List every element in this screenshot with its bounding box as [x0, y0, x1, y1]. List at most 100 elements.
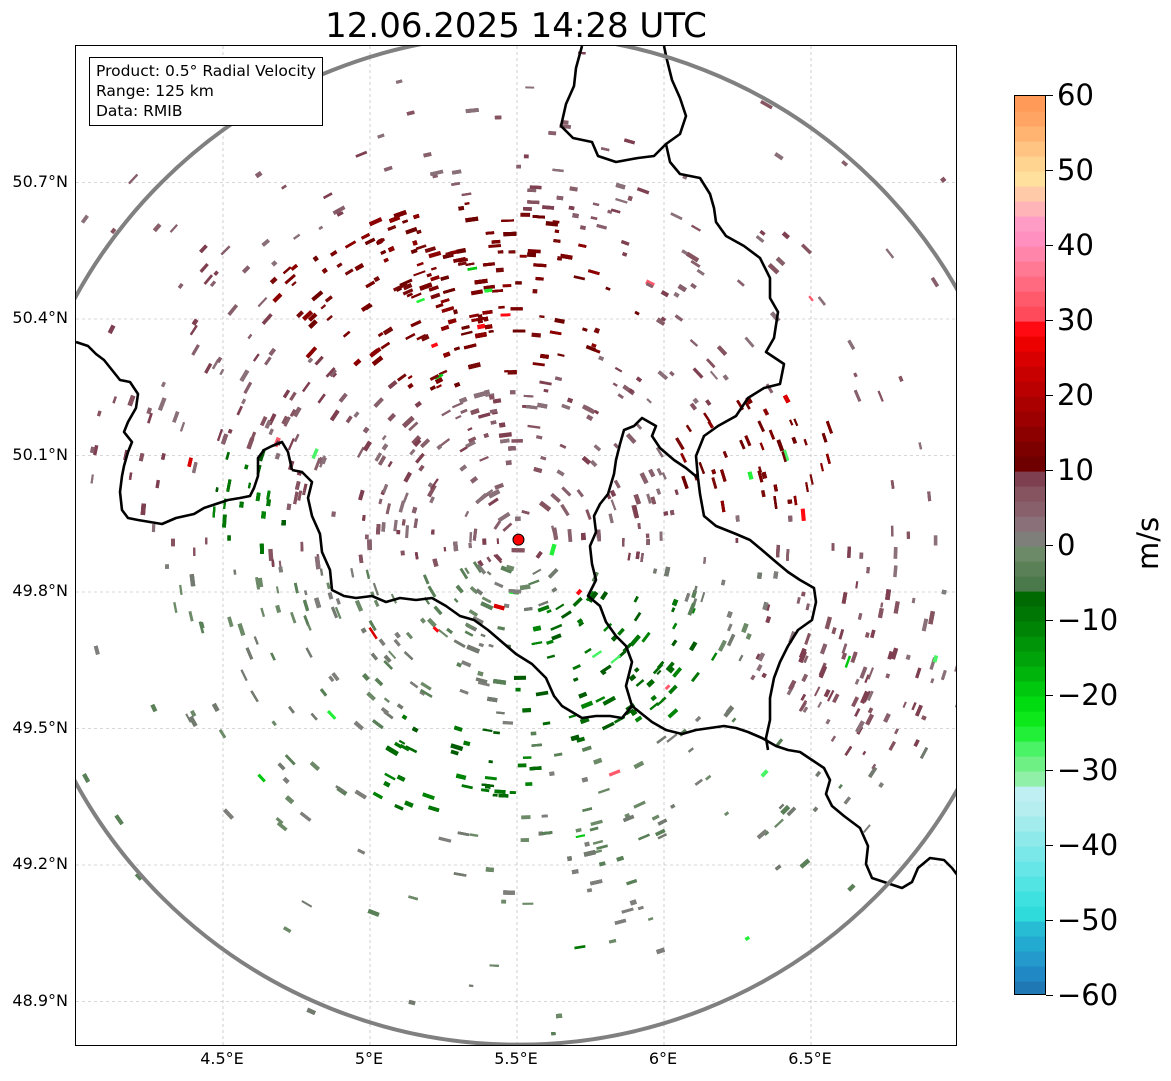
- velocity-pixel: [236, 405, 243, 416]
- velocity-pixel: [894, 728, 899, 735]
- velocity-pixel: [372, 791, 383, 800]
- radar-site-marker[interactable]: [512, 533, 525, 546]
- velocity-pixel: [261, 511, 267, 519]
- velocity-pixel: [409, 681, 419, 689]
- velocity-pixel: [486, 570, 492, 576]
- velocity-pixel: [325, 367, 336, 378]
- velocity-pixel: [666, 733, 678, 743]
- velocity-pixel: [583, 849, 596, 857]
- velocity-pixel: [81, 214, 89, 224]
- velocity-pixel: [787, 499, 793, 504]
- velocity-pixel: [277, 762, 286, 771]
- velocity-pixel: [401, 714, 408, 720]
- velocity-pixel: [245, 647, 254, 660]
- velocity-pixel: [381, 434, 387, 441]
- velocity-pixel: [650, 694, 657, 702]
- velocity-pixel: [744, 435, 752, 447]
- velocity-pixel: [430, 292, 441, 300]
- velocity-pixel: [546, 639, 554, 645]
- velocity-pixel: [841, 643, 848, 654]
- velocity-pixel: [488, 243, 502, 249]
- velocity-pixel: [548, 130, 557, 136]
- velocity-pixel: [457, 831, 470, 837]
- velocity-pixel: [724, 811, 730, 817]
- colorbar-band: [1015, 201, 1045, 217]
- velocity-pixel: [573, 275, 586, 281]
- velocity-pixel: [383, 780, 391, 788]
- velocity-pixel: [773, 571, 779, 579]
- velocity-pixel: [674, 314, 684, 322]
- radar-map-canvas: [76, 46, 956, 1045]
- velocity-pixel: [857, 612, 863, 620]
- velocity-pixel: [739, 439, 746, 450]
- velocity-pixel: [427, 482, 433, 488]
- velocity-pixel: [271, 559, 275, 567]
- velocity-pixel: [689, 641, 698, 652]
- velocity-pixel: [591, 343, 597, 348]
- velocity-pixel: [788, 679, 797, 691]
- velocity-pixel: [527, 424, 541, 429]
- velocity-pixel: [756, 663, 763, 672]
- velocity-pixel: [469, 476, 479, 484]
- colorbar-tick-mark: [1046, 394, 1053, 396]
- velocity-pixel: [259, 543, 264, 554]
- velocity-pixel: [930, 276, 940, 288]
- velocity-pixel: [461, 784, 473, 790]
- velocity-pixel: [793, 418, 799, 427]
- velocity-pixel: [510, 307, 523, 311]
- velocity-pixel: [860, 690, 870, 705]
- velocity-pixel: [809, 474, 814, 485]
- velocity-pixel: [173, 601, 178, 614]
- velocity-pixel: [411, 506, 418, 514]
- velocity-pixel: [281, 184, 287, 190]
- velocity-pixel: [596, 529, 601, 542]
- velocity-pixel: [455, 414, 462, 420]
- velocity-pixel: [847, 883, 856, 892]
- velocity-pixel: [188, 610, 194, 622]
- colorbar-gradient: [1015, 96, 1045, 994]
- velocity-pixel: [260, 607, 265, 617]
- velocity-pixel: [152, 223, 162, 233]
- velocity-pixel: [520, 212, 531, 217]
- velocity-pixel: [817, 701, 823, 708]
- colorbar-band: [1015, 951, 1045, 967]
- velocity-pixel: [191, 344, 200, 356]
- velocity-pixel: [387, 246, 395, 253]
- colorbar-band: [1015, 261, 1045, 277]
- colorbar-band: [1015, 591, 1045, 607]
- velocity-pixel: [336, 211, 344, 217]
- colorbar-band: [1015, 306, 1045, 322]
- velocity-pixel: [413, 213, 420, 220]
- velocity-pixel: [496, 711, 505, 715]
- velocity-pixel: [307, 357, 314, 364]
- velocity-pixel: [244, 464, 249, 470]
- velocity-pixel: [335, 597, 341, 605]
- velocity-pixel: [271, 720, 277, 727]
- velocity-pixel: [808, 295, 814, 302]
- velocity-pixel: [646, 538, 651, 546]
- velocity-pixel: [800, 591, 806, 597]
- velocity-pixel: [796, 596, 801, 604]
- velocity-pixel: [222, 514, 227, 528]
- velocity-pixel: [791, 436, 797, 444]
- radar-map[interactable]: Product: 0.5° Radial Velocity Range: 125…: [75, 45, 957, 1046]
- velocity-pixel: [467, 362, 481, 370]
- velocity-pixel: [567, 528, 573, 543]
- velocity-pixel: [411, 726, 419, 733]
- velocity-pixel: [319, 688, 328, 697]
- velocity-pixel: [543, 388, 549, 393]
- velocity-pixel: [493, 554, 503, 564]
- colorbar-tick-label: −20: [1057, 678, 1119, 712]
- velocity-pixel: [451, 401, 464, 409]
- velocity-pixel: [492, 398, 502, 404]
- velocity-pixel: [902, 701, 907, 709]
- velocity-pixel: [621, 907, 634, 914]
- velocity-pixel: [487, 497, 499, 507]
- velocity-pixel: [220, 245, 231, 256]
- velocity-pixel: [271, 260, 278, 267]
- velocity-pixel: [680, 452, 687, 464]
- velocity-pixel: [482, 262, 495, 267]
- velocity-pixel: [442, 287, 456, 294]
- velocity-pixel: [765, 616, 771, 624]
- velocity-pixel: [554, 376, 562, 382]
